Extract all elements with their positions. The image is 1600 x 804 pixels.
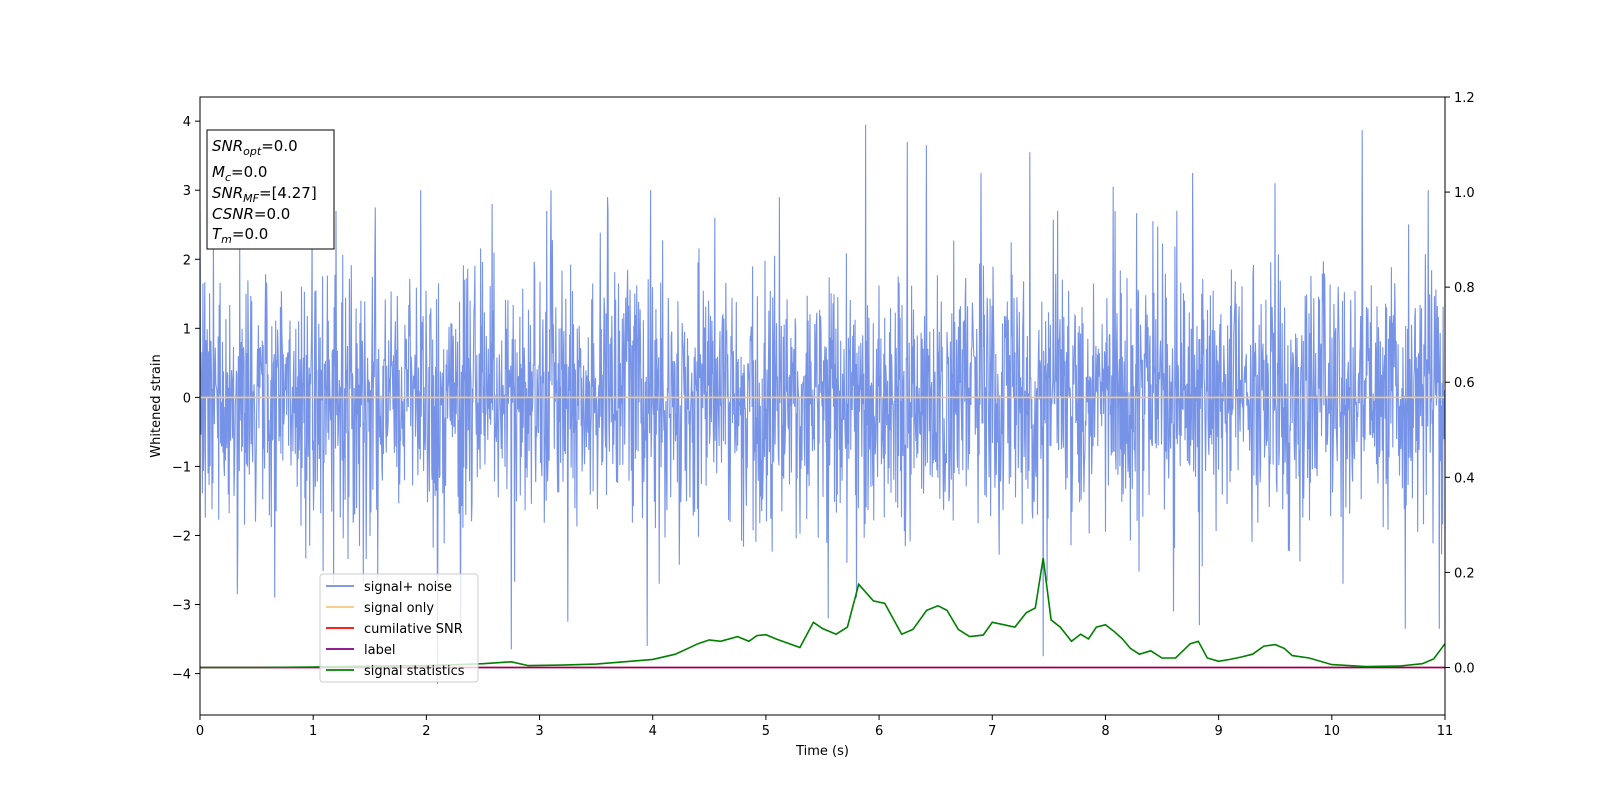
y-tick-label: 4 xyxy=(183,115,191,130)
y2-tick-label: 1.0 xyxy=(1454,186,1475,201)
legend-label: cumilative SNR xyxy=(364,622,463,637)
x-axis-label: Time (s) xyxy=(795,744,849,759)
x-tick-label: 5 xyxy=(762,724,770,739)
annotation-line: SNRopt=0.0 xyxy=(212,137,298,158)
y2-tick-label: 0.2 xyxy=(1454,566,1475,581)
x-tick-label: 3 xyxy=(535,724,543,739)
legend-label: signal+ noise xyxy=(364,580,452,595)
legend-label: label xyxy=(364,643,395,658)
y-tick-label: 1 xyxy=(183,322,191,337)
axes-frame xyxy=(199,96,1446,716)
x-tick-label: 8 xyxy=(1101,724,1109,739)
legend-label: signal only xyxy=(364,601,434,616)
y2-tick-label: 0.0 xyxy=(1454,661,1475,676)
y-tick-label: −1 xyxy=(172,460,191,475)
y-tick-label: 3 xyxy=(183,184,191,199)
x-tick-label: 2 xyxy=(422,724,430,739)
annotation-line: CSNR=0.0 xyxy=(212,205,290,223)
x-tick-label: 10 xyxy=(1324,724,1341,739)
y-tick-label: −2 xyxy=(172,529,191,544)
annotation-line: SNRMF=[4.27] xyxy=(212,184,317,205)
legend-frame xyxy=(319,573,479,683)
legend-label: signal statistics xyxy=(364,664,465,679)
x-tick-label: 7 xyxy=(988,724,996,739)
y-axis-label: Whitened strain xyxy=(149,354,164,457)
y2-tick-label: 0.6 xyxy=(1454,376,1475,391)
series-signal-noise xyxy=(200,124,1445,684)
legend: signal+ noise signal only cumilative SNR la… xyxy=(319,573,479,683)
y2-tick-label: 0.8 xyxy=(1454,281,1475,296)
series-signal-statistics xyxy=(200,557,1445,669)
x-tick-label: 6 xyxy=(875,724,883,739)
y2-tick-label: 1.2 xyxy=(1454,91,1475,106)
annotation-frame xyxy=(206,129,335,250)
y2-tick-label: 0.4 xyxy=(1454,471,1475,486)
y-tick-label: −3 xyxy=(172,599,191,614)
x-tick-label: 9 xyxy=(1214,724,1222,739)
y-tick-label: 2 xyxy=(183,253,191,268)
x-tick-label: 11 xyxy=(1437,724,1454,739)
y-tick-label: 0 xyxy=(183,391,191,406)
x-tick-label: 0 xyxy=(196,724,204,739)
tick-layer: 0 1 2 3 4 5 6 7 8 9 10 11 −4 −3 −2 −1 0 1 2 3 4 0.0 0.2 0.4 0.6 0… xyxy=(172,91,1475,739)
y-tick-label: −4 xyxy=(172,668,191,683)
annotation-line: Tm=0.0 xyxy=(212,225,268,246)
x-tick-label: 1 xyxy=(309,724,317,739)
annotation-line: Mc=0.0 xyxy=(212,163,267,184)
x-tick-label: 4 xyxy=(649,724,657,739)
